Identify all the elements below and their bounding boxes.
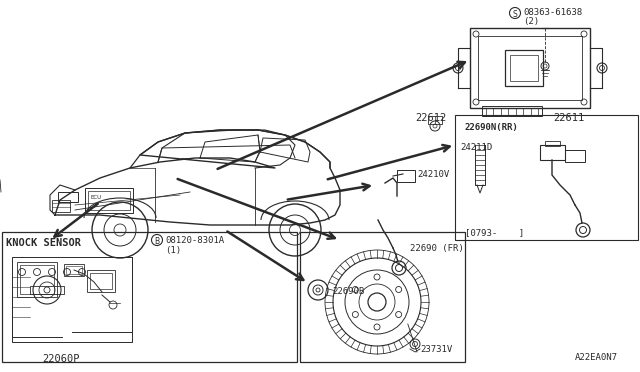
Bar (478, 36, 582, 100)
Bar (397, 170, 415, 182)
Text: (1): (1) (165, 246, 181, 255)
Text: 23731V: 23731V (420, 346, 452, 355)
Bar (300, 232, 465, 362)
Bar (482, 106, 542, 116)
Bar (66, 266, 82, 274)
Text: 24210V: 24210V (417, 170, 449, 179)
Bar (510, 55, 538, 81)
Text: 08363-61638: 08363-61638 (523, 8, 582, 17)
Bar (52, 200, 70, 212)
Text: 08120-8301A: 08120-8301A (165, 236, 224, 245)
Text: (2): (2) (523, 17, 539, 26)
Bar (428, 116, 442, 124)
Bar (505, 50, 543, 86)
Bar (540, 145, 565, 160)
Bar (17, 262, 57, 297)
Text: 22690B: 22690B (332, 288, 364, 296)
Text: S: S (513, 10, 517, 19)
Text: B: B (154, 237, 159, 246)
Bar (2, 232, 297, 362)
Bar (20, 265, 54, 294)
Bar (85, 188, 133, 213)
Bar (58, 192, 78, 202)
Bar (12, 257, 132, 342)
Text: [0793-    ]: [0793- ] (465, 228, 524, 237)
Text: 22612: 22612 (415, 113, 446, 123)
Text: 22690 (FR): 22690 (FR) (410, 244, 464, 253)
Text: KNOCK SENSOR: KNOCK SENSOR (6, 238, 81, 248)
Text: 22690N(RR): 22690N(RR) (465, 123, 519, 132)
Bar (470, 28, 590, 108)
Bar (88, 191, 130, 210)
Bar (455, 115, 638, 240)
Bar (87, 270, 115, 292)
Text: 22060P: 22060P (42, 354, 79, 364)
Text: 24211D: 24211D (460, 143, 492, 152)
Text: ECU: ECU (90, 195, 101, 200)
Bar (565, 150, 585, 162)
Bar (545, 141, 560, 146)
Bar (90, 273, 112, 289)
Text: A22EA0N7: A22EA0N7 (575, 353, 618, 362)
Bar (30, 286, 64, 294)
Bar (64, 264, 84, 276)
Text: 22611: 22611 (554, 113, 585, 123)
